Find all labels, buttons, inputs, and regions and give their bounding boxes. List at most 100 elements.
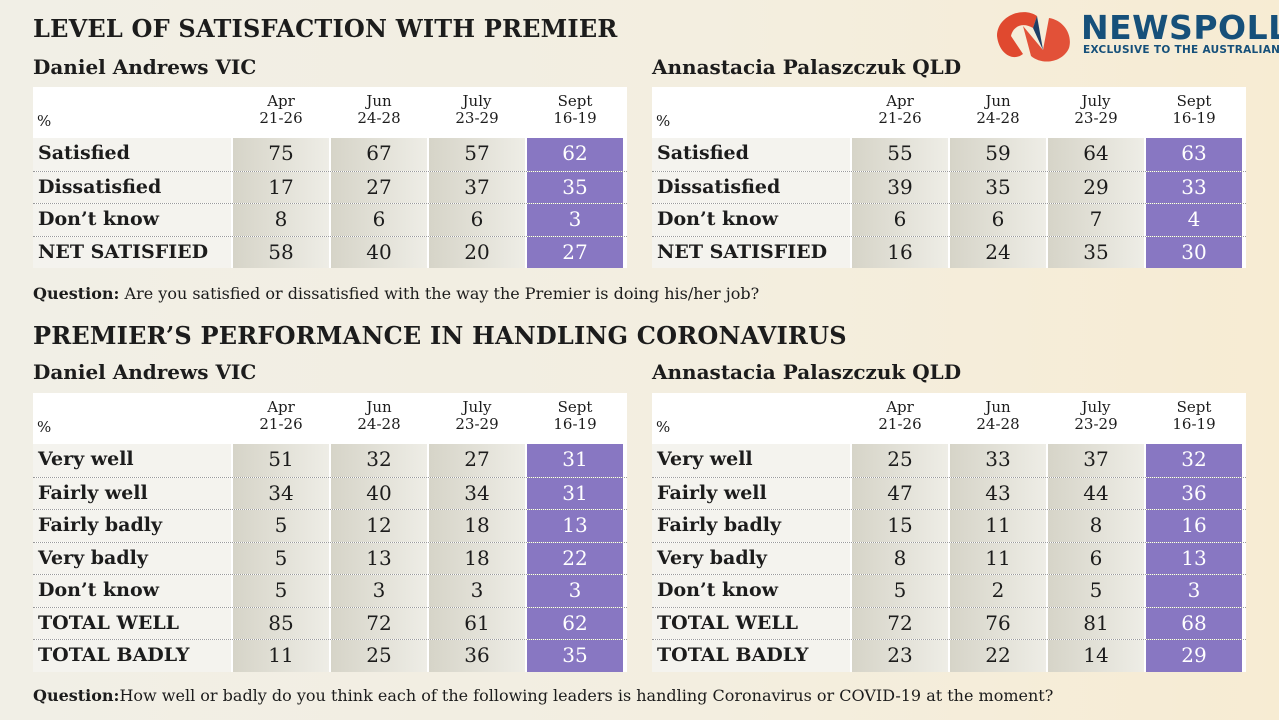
column-header-dates: 23-29: [1074, 109, 1118, 127]
question-label: Question:: [33, 284, 120, 303]
column-header: Jun 24-28: [950, 399, 1046, 433]
column-header-dates: 21-26: [259, 415, 303, 433]
unit-label: %: [37, 112, 52, 130]
value-cell-latest: 13: [527, 510, 623, 542]
value-cell-latest: 4: [1146, 204, 1242, 236]
column-header: July 23-29: [429, 399, 525, 433]
value-cell-latest: 62: [527, 607, 623, 639]
table-row: Dissatisfied 39 35 29 33: [652, 170, 1246, 203]
table-palaszczuk-coronavirus: % Apr 21-26 Jun 24-28 July 23-29 Sept 16-19 Very …: [652, 393, 1246, 672]
column-header-month: July: [1081, 398, 1111, 416]
value-cell-latest: 3: [527, 575, 623, 607]
column-header: July 23-29: [429, 93, 525, 127]
table-header: % Apr 21-26 Jun 24-28 July 23-29 Sept 16-19: [652, 393, 1246, 444]
table-row: Don’t know 5 3 3 3: [33, 574, 627, 607]
row-label: TOTAL BADLY: [33, 640, 231, 672]
newspoll-logo-icon: [997, 12, 1070, 62]
column-header-month: July: [462, 398, 492, 416]
value-cell-latest: 27: [527, 236, 623, 268]
table-row: NET SATISFIED 58 40 20 27: [33, 235, 627, 268]
column-header: Apr 21-26: [233, 93, 329, 127]
value-cell-latest: 68: [1146, 607, 1242, 639]
value-cell: 5: [233, 510, 329, 542]
value-cell: 39: [852, 171, 948, 203]
row-label: Fairly badly: [652, 510, 850, 542]
leader-title-palaszczuk-1: Annastacia Palaszczuk QLD: [652, 55, 962, 79]
value-cell: 12: [331, 510, 427, 542]
column-header: Apr 21-26: [233, 399, 329, 433]
value-cell-latest: 30: [1146, 236, 1242, 268]
column-header-dates: 24-28: [357, 415, 401, 433]
question-text: Are you satisfied or dissatisfied with t…: [119, 284, 760, 303]
question-coronavirus: Question:How well or badly do you think …: [33, 686, 1053, 705]
table-row: Fairly badly 5 12 18 13: [33, 509, 627, 542]
column-header-month: July: [462, 92, 492, 110]
value-cell: 18: [429, 510, 525, 542]
column-header-month: Apr: [886, 398, 914, 416]
column-header-dates: 16-19: [553, 109, 597, 127]
row-label: Fairly badly: [33, 510, 231, 542]
value-cell: 5: [1048, 575, 1144, 607]
value-cell: 8: [1048, 510, 1144, 542]
value-cell: 35: [1048, 236, 1144, 268]
newspoll-logo-subtitle: EXCLUSIVE TO THE AUSTRALIAN: [1083, 44, 1279, 56]
value-cell-latest: 33: [1146, 171, 1242, 203]
value-cell: 16: [852, 236, 948, 268]
value-cell: 33: [950, 444, 1046, 477]
table-row: Dissatisfied 17 27 37 35: [33, 170, 627, 203]
row-label: Don’t know: [652, 575, 850, 607]
value-cell: 20: [429, 236, 525, 268]
column-header: Apr 21-26: [852, 399, 948, 433]
row-label: Very badly: [33, 542, 231, 574]
table-row: Don’t know 8 6 6 3: [33, 203, 627, 236]
value-cell: 37: [429, 171, 525, 203]
value-cell-latest: 3: [1146, 575, 1242, 607]
value-cell: 27: [331, 171, 427, 203]
column-header-month: July: [1081, 92, 1111, 110]
column-header-month: Jun: [366, 92, 392, 110]
value-cell-latest: 36: [1146, 477, 1242, 509]
value-cell-latest: 13: [1146, 542, 1242, 574]
value-cell: 76: [950, 607, 1046, 639]
column-header: Jun 24-28: [950, 93, 1046, 127]
row-label: Don’t know: [33, 575, 231, 607]
column-header-dates: 24-28: [976, 109, 1020, 127]
value-cell: 47: [852, 477, 948, 509]
leader-title-andrews-1: Daniel Andrews VIC: [33, 55, 257, 79]
column-header-month: Apr: [267, 398, 295, 416]
table-row: Satisfied 55 59 64 63: [652, 138, 1246, 171]
unit-label: %: [656, 418, 671, 436]
column-header-month: Apr: [267, 92, 295, 110]
value-cell-latest: 62: [527, 138, 623, 171]
row-label: Satisfied: [33, 138, 231, 171]
value-cell: 34: [233, 477, 329, 509]
table-row: NET SATISFIED 16 24 35 30: [652, 235, 1246, 268]
row-label: TOTAL WELL: [652, 607, 850, 639]
value-cell-latest: 16: [1146, 510, 1242, 542]
table-row: Fairly well 34 40 34 31: [33, 476, 627, 509]
value-cell: 57: [429, 138, 525, 171]
column-header-dates: 16-19: [1172, 109, 1216, 127]
table-andrews-coronavirus: % Apr 21-26 Jun 24-28 July 23-29 Sept 16-19 Very …: [33, 393, 627, 672]
question-label: Question:: [33, 686, 120, 705]
question-text: How well or badly do you think each of t…: [119, 686, 1054, 705]
column-header-dates: 21-26: [878, 415, 922, 433]
column-header-month: Sept: [1176, 92, 1212, 110]
table-header: % Apr 21-26 Jun 24-28 July 23-29 Sept 16-19: [33, 87, 627, 138]
column-header-dates: 16-19: [1172, 415, 1216, 433]
row-label: Don’t know: [652, 204, 850, 236]
value-cell: 6: [429, 204, 525, 236]
value-cell: 40: [331, 477, 427, 509]
column-header-dates: 23-29: [1074, 415, 1118, 433]
column-header: Sept 16-19: [1146, 93, 1242, 127]
column-header-month: Jun: [985, 398, 1011, 416]
value-cell: 64: [1048, 138, 1144, 171]
value-cell-latest: 31: [527, 444, 623, 477]
value-cell: 85: [233, 607, 329, 639]
table-row: TOTAL WELL 72 76 81 68: [652, 606, 1246, 639]
value-cell: 40: [331, 236, 427, 268]
value-cell: 7: [1048, 204, 1144, 236]
value-cell: 32: [331, 444, 427, 477]
row-label: Dissatisfied: [33, 171, 231, 203]
column-header-dates: 21-26: [878, 109, 922, 127]
